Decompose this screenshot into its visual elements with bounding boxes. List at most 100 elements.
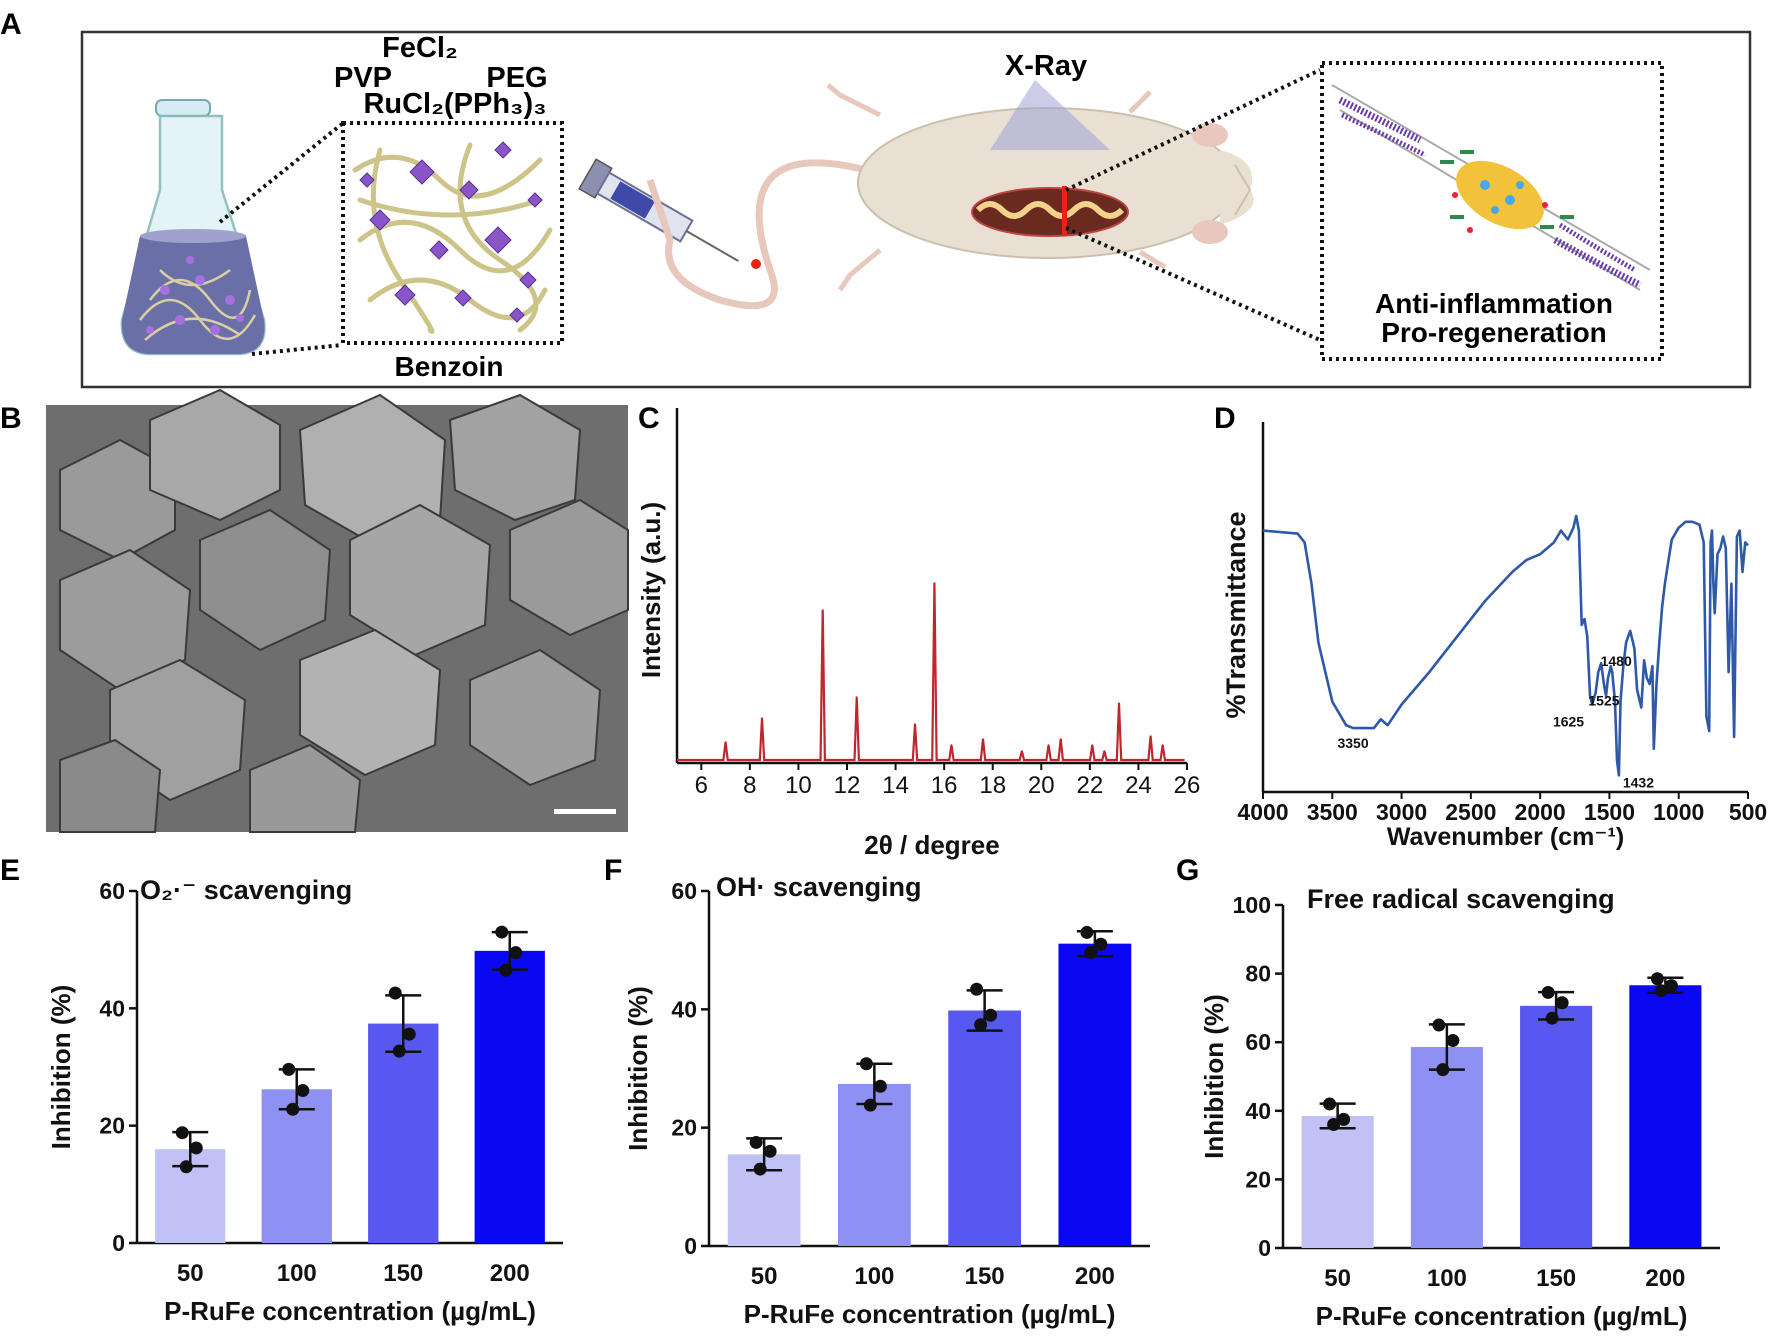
x-axis-label: P-RuFe concentration (µg/mL) xyxy=(164,1296,536,1326)
replicate-point xyxy=(1664,979,1678,993)
replicate-point xyxy=(402,1027,416,1041)
replicate-point xyxy=(863,1098,877,1112)
replicate-point xyxy=(1541,985,1555,999)
xrd-peak xyxy=(1161,744,1164,746)
bar xyxy=(948,1010,1022,1246)
replicate-point xyxy=(1545,1011,1559,1025)
x-tick-label: 24 xyxy=(1125,772,1152,799)
bar xyxy=(261,1089,332,1243)
hydroxyl-scavenging-chart: 0 20 40 60 50 100 150 200 P-RuFe concentration (… xyxy=(623,872,1150,1329)
xrd-peak xyxy=(982,738,984,740)
x-tick-label: 14 xyxy=(882,772,909,799)
x-tick-label: 8 xyxy=(743,772,756,799)
bar xyxy=(1520,1005,1593,1248)
bar xyxy=(474,950,545,1243)
xrd-peak xyxy=(1091,744,1094,746)
x-tick-label: 1500 xyxy=(1584,799,1635,825)
replicate-point xyxy=(970,982,984,996)
y-tick-label: 80 xyxy=(1245,961,1271,987)
free-radical-scavenging-chart: 0 20 40 60 80 100 50 100 150 200 P-RuFe concentrat… xyxy=(1199,884,1720,1331)
replicate-point xyxy=(1080,925,1094,939)
replicate-point xyxy=(509,946,523,960)
xrd-peak xyxy=(724,741,727,743)
x-tick-label: 100 xyxy=(277,1260,317,1287)
replicate-point xyxy=(753,1162,767,1176)
panel-label-f: F xyxy=(604,854,622,887)
reagent-peg: PEG xyxy=(486,62,547,94)
chart-title: OH· scavenging xyxy=(716,872,922,902)
panel-label-c: C xyxy=(638,402,660,435)
x-tick-label: 50 xyxy=(177,1260,204,1287)
zoom-line xyxy=(1065,226,1321,342)
y-tick-label: 60 xyxy=(671,878,697,904)
replicate-point xyxy=(763,1144,777,1158)
y-axis-label: Inhibition (%) xyxy=(1199,994,1229,1159)
rat-icon xyxy=(646,80,1254,310)
bar xyxy=(837,1083,911,1246)
replicate-point xyxy=(499,963,513,977)
peak-annotation: 1525 xyxy=(1588,693,1619,709)
replicate-point xyxy=(1650,972,1664,986)
reagent-pvp: PVP xyxy=(334,62,392,94)
replicate-point xyxy=(1084,946,1098,960)
panel-label-b: B xyxy=(0,402,22,435)
x-axis-label: P-RuFe concentration (µg/mL) xyxy=(1316,1301,1688,1331)
x-tick-label: 6 xyxy=(695,772,708,799)
x-tick-label: 3500 xyxy=(1307,799,1358,825)
bar xyxy=(1410,1047,1483,1248)
replicate-point xyxy=(873,1079,887,1093)
x-tick-label: 100 xyxy=(854,1263,894,1290)
replicate-point xyxy=(1327,1118,1341,1132)
replicate-point xyxy=(974,1018,988,1032)
x-tick-label: 100 xyxy=(1427,1265,1467,1292)
bar xyxy=(1301,1115,1374,1248)
replicate-point xyxy=(282,1062,296,1076)
y-axis-label: %Transmittance xyxy=(1221,511,1251,718)
sem-micrograph xyxy=(46,388,629,833)
peak-annotation: 3350 xyxy=(1337,735,1368,751)
x-tick-label: 200 xyxy=(1645,1265,1685,1292)
y-tick-label: 60 xyxy=(99,878,125,904)
replicate-point xyxy=(495,925,509,939)
y-tick-label: 20 xyxy=(99,1113,125,1139)
replicate-point xyxy=(1337,1112,1351,1126)
peak-annotation: 1480 xyxy=(1601,653,1632,669)
xrd-chart: 6 8 10 12 14 16 18 20 22 24 26 2θ / degree Intensity… xyxy=(636,408,1200,860)
nerve-conduit-icon xyxy=(1331,84,1651,291)
replicate-point xyxy=(984,1008,998,1022)
chart-title: O₂·⁻ scavenging xyxy=(140,875,352,905)
zoom-line xyxy=(251,343,343,356)
y-tick-label: 20 xyxy=(671,1115,697,1141)
x-tick-label: 50 xyxy=(751,1263,778,1290)
x-tick-label: 150 xyxy=(965,1263,1005,1290)
replicate-point xyxy=(1436,1063,1450,1077)
xrd-peak xyxy=(761,717,763,719)
replicate-point xyxy=(296,1083,310,1097)
reagent-rucl2: RuCl₂(PPh₃)₃ xyxy=(363,88,546,120)
xrd-peak xyxy=(1021,750,1023,752)
zoom-line xyxy=(1065,68,1321,192)
replicate-point xyxy=(1555,996,1569,1010)
x-tick-label: 26 xyxy=(1174,772,1201,799)
y-axis-label: Inhibition (%) xyxy=(623,986,653,1151)
bar xyxy=(1629,985,1702,1248)
replicate-point xyxy=(286,1102,300,1116)
superoxide-scavenging-chart: 0 20 40 60 50 100 150 200 P-RuFe concentration (… xyxy=(46,875,563,1326)
flask-icon xyxy=(120,99,266,356)
xray-cone xyxy=(990,80,1110,150)
xrd-peak xyxy=(855,696,858,698)
replicate-point xyxy=(749,1135,763,1149)
x-tick-label: 150 xyxy=(1536,1265,1576,1292)
xrd-peak xyxy=(821,609,824,611)
replicate-point xyxy=(1323,1097,1337,1111)
y-tick-label: 0 xyxy=(112,1230,125,1256)
replicate-point xyxy=(859,1057,873,1071)
x-tick-label: 500 xyxy=(1729,799,1767,825)
y-tick-label: 100 xyxy=(1233,892,1271,918)
xray-label: X-Ray xyxy=(1005,50,1087,82)
replicate-point xyxy=(1432,1018,1446,1032)
x-tick-label: 3000 xyxy=(1376,799,1427,825)
xrd-peak xyxy=(1118,702,1120,704)
mof-fiber-network-icon xyxy=(352,141,553,334)
